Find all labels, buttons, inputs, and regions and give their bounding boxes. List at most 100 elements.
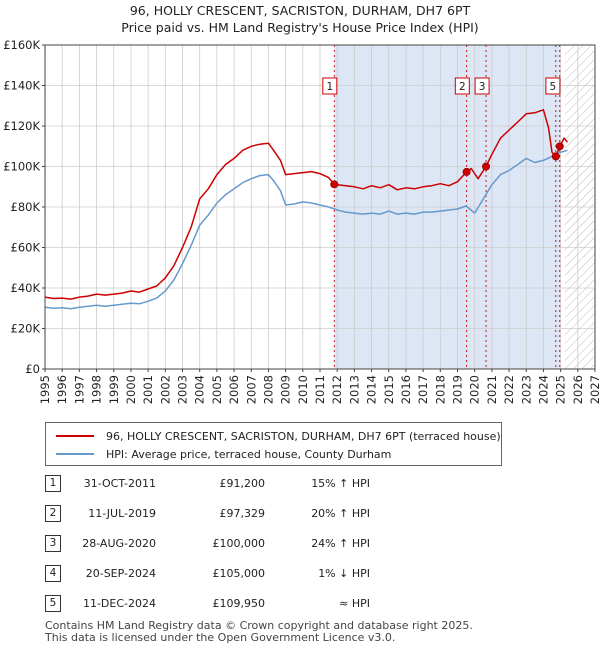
chart-title: 96, HOLLY CRESCENT, SACRISTON, DURHAM, D… (0, 2, 600, 36)
sale-date: 11-DEC-2024 (82, 597, 156, 610)
x-tick-label: 2025 (554, 375, 568, 404)
sale-label-text: 2 (459, 81, 466, 93)
table-row: 1 31-OCT-2011 £91,200 15% ↑ HPI (0, 475, 600, 497)
sale-hpi-relation: 20% ↑ HPI (311, 507, 370, 520)
x-tick-label: 2008 (261, 375, 275, 404)
footer-licence: This data is licensed under the Open Gov… (45, 631, 396, 644)
sale-label-box (474, 77, 490, 95)
sale-label-text: 1 (326, 81, 333, 93)
sale-date: 11-JUL-2019 (88, 507, 156, 520)
sale-hpi-relation: 15% ↑ HPI (311, 477, 370, 490)
x-tick-label: 1999 (107, 375, 121, 404)
x-tick-label: 2002 (158, 375, 172, 404)
sale-date: 20-SEP-2024 (85, 567, 156, 580)
sale-label: 2 (454, 77, 470, 95)
sale-hpi-relation: 24% ↑ HPI (311, 537, 370, 550)
sale-label-box (545, 77, 561, 95)
sale-label: 5 (545, 77, 561, 95)
sale-label-box (454, 77, 470, 95)
y-tick-label: £160K (3, 38, 40, 52)
sale-number: 2 (45, 505, 61, 522)
sale-label: 3 (474, 77, 490, 95)
sale-label-text: 3 (479, 81, 486, 93)
series-line-hpi (44, 149, 568, 310)
sale-point (555, 142, 564, 151)
x-tick-label: 2005 (210, 375, 224, 404)
legend-swatch-hpi (56, 453, 94, 455)
x-tick-label: 2013 (347, 375, 361, 404)
x-tick-label: 2009 (279, 375, 293, 404)
sale-hpi-relation: 1% ↓ HPI (318, 567, 370, 580)
sale-number: 1 (45, 475, 61, 492)
x-tick-label: 2021 (485, 375, 499, 404)
sale-point (462, 167, 471, 176)
legend-label-property: 96, HOLLY CRESCENT, SACRISTON, DURHAM, D… (106, 429, 501, 443)
x-tick-label: 2011 (313, 375, 327, 404)
y-tick-label: £100K (3, 160, 40, 174)
x-tick-label: 2003 (176, 375, 190, 404)
sale-number: 4 (45, 565, 61, 582)
sale-number: 3 (45, 535, 61, 552)
y-tick-label: £20K (11, 322, 41, 336)
x-tick-label: 1995 (38, 375, 52, 404)
footer-copyright: Contains HM Land Registry data © Crown c… (45, 619, 473, 632)
sale-label-box (322, 77, 338, 95)
x-tick-label: 2024 (536, 375, 550, 404)
x-tick-label: 2012 (330, 375, 344, 404)
x-tick-label: 2026 (571, 375, 585, 404)
legend-item-hpi: HPI: Average price, terraced house, Coun… (56, 446, 391, 462)
table-row: 4 20-SEP-2024 £105,000 1% ↓ HPI (0, 565, 600, 587)
sale-point (551, 152, 560, 161)
y-tick-label: £140K (3, 79, 40, 93)
y-tick-label: £0 (25, 362, 40, 376)
y-tick-label: £40K (11, 281, 41, 295)
x-tick-label: 2006 (227, 375, 241, 404)
x-tick-label: 2017 (416, 375, 430, 404)
sale-date: 28-AUG-2020 (82, 537, 156, 550)
x-tick-label: 2022 (502, 375, 516, 404)
sale-hpi-relation: ≈ HPI (339, 597, 370, 610)
x-tick-label: 2001 (141, 375, 155, 404)
legend-swatch-property (56, 435, 94, 437)
x-tick-label: 2014 (365, 375, 379, 404)
price-chart: 1 2 3 5 £0 £20K £40K £60K £80K £100K £120K £140K £16… (3, 38, 600, 404)
x-tick-label: 2023 (519, 375, 533, 404)
sale-price: £91,200 (219, 477, 266, 490)
x-tick-label: 2010 (296, 375, 310, 404)
y-tick-label: £60K (11, 241, 41, 255)
x-tick-label: 2007 (244, 375, 258, 404)
x-tick-label: 1997 (72, 375, 86, 404)
x-tick-label: 2015 (382, 375, 396, 404)
title-address: 96, HOLLY CRESCENT, SACRISTON, DURHAM, D… (129, 3, 471, 18)
x-tick-label: 2020 (468, 375, 482, 404)
y-tick-label: £120K (3, 119, 40, 133)
legend-item-property: 96, HOLLY CRESCENT, SACRISTON, DURHAM, D… (56, 428, 501, 444)
sale-price: £97,329 (219, 507, 266, 520)
table-row: 3 28-AUG-2020 £100,000 24% ↑ HPI (0, 535, 600, 557)
sale-price: £109,950 (212, 597, 266, 610)
series-line-property (44, 109, 569, 300)
x-tick-label: 1996 (55, 375, 69, 404)
sale-date: 31-OCT-2011 (83, 477, 156, 490)
x-tick-label: 2000 (124, 375, 138, 404)
x-tick-label: 2016 (399, 375, 413, 404)
sale-price: £100,000 (212, 537, 266, 550)
x-tick-label: 2019 (451, 375, 465, 404)
sale-label-text: 5 (550, 81, 557, 93)
x-tick-label: 1998 (90, 375, 104, 404)
legend: 96, HOLLY CRESCENT, SACRISTON, DURHAM, D… (45, 422, 502, 466)
title-subtitle: Price paid vs. HM Land Registry's House … (121, 20, 479, 35)
legend-label-hpi: HPI: Average price, terraced house, Coun… (106, 447, 392, 461)
sale-label: 1 (322, 77, 338, 95)
sale-number: 5 (45, 595, 61, 612)
sale-point (482, 162, 491, 171)
footer-attribution: Contains HM Land Registry data © Crown c… (45, 620, 473, 644)
x-tick-label: 2018 (433, 375, 447, 404)
x-tick-label: 2004 (193, 375, 207, 404)
table-row: 2 11-JUL-2019 £97,329 20% ↑ HPI (0, 505, 600, 527)
sale-price: £105,000 (212, 567, 266, 580)
sale-point (330, 180, 339, 189)
table-row: 5 11-DEC-2024 £109,950 ≈ HPI (0, 595, 600, 617)
x-tick-label: 2027 (588, 375, 600, 404)
y-tick-label: £80K (11, 200, 41, 214)
